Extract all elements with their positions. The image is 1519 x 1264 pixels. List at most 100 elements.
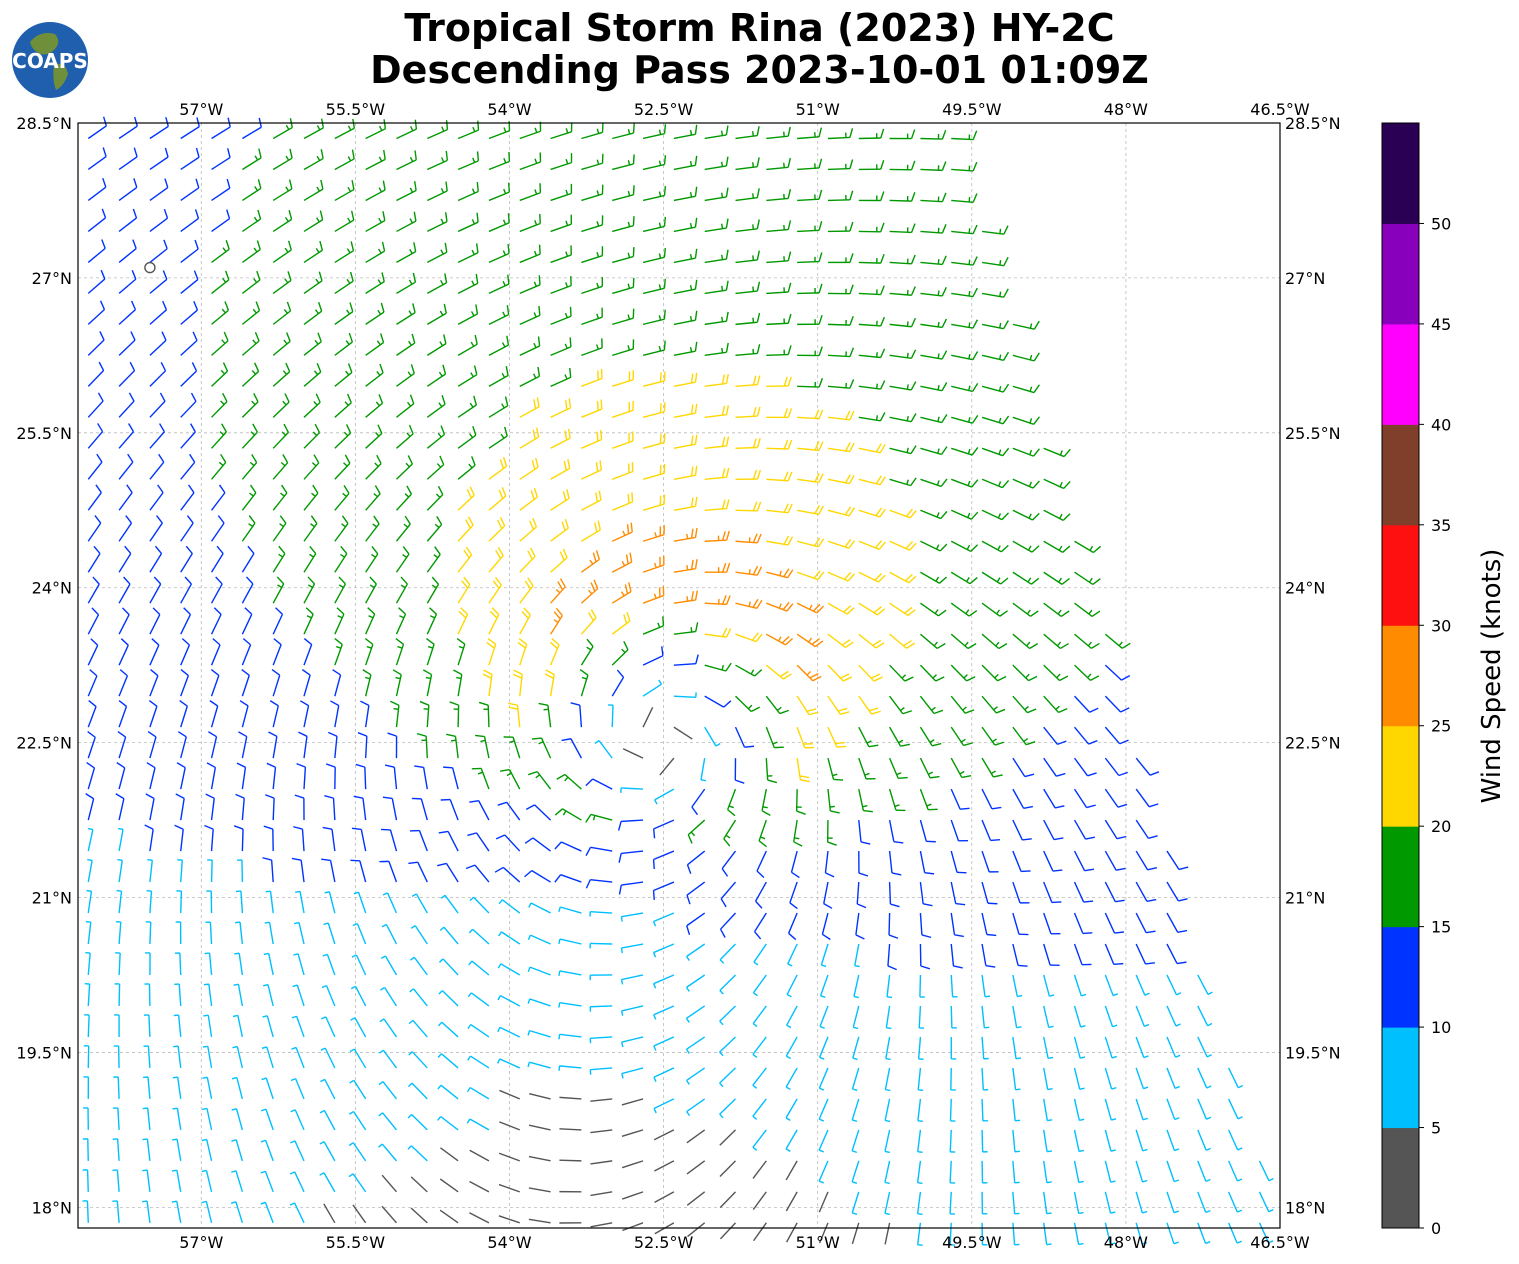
wind-barb <box>210 607 222 635</box>
wind-barb <box>241 179 262 202</box>
wind-barb <box>149 669 159 697</box>
wind-barb <box>653 1036 675 1051</box>
wind-barb <box>550 518 569 542</box>
wind-barb <box>858 820 871 845</box>
wind-barb <box>827 128 854 140</box>
wind-barb <box>118 270 137 294</box>
wind-barb <box>466 1118 490 1131</box>
wind-barb <box>395 607 407 635</box>
wind-barb <box>1227 1222 1242 1244</box>
wind-barb <box>1073 1160 1084 1184</box>
wind-barb <box>290 1109 305 1131</box>
wind-barb <box>233 825 244 852</box>
wind-barb <box>827 474 855 485</box>
wind-barb <box>1012 447 1040 457</box>
wind-barb <box>589 942 613 949</box>
wind-barb <box>981 320 1009 330</box>
lon-tick-label-bottom: 49.5°W <box>942 1233 1002 1252</box>
colorbar-bin <box>1382 1027 1419 1129</box>
wind-barb <box>272 210 293 233</box>
wind-barb <box>951 382 979 393</box>
wind-barb <box>1197 1067 1212 1089</box>
wind-barb <box>704 436 730 449</box>
wind-barb <box>149 484 164 511</box>
wind-barb <box>981 225 1009 235</box>
wind-barb <box>296 762 307 790</box>
wind-barb <box>500 768 521 790</box>
wind-barb <box>858 788 873 813</box>
wind-barb <box>303 149 324 171</box>
wind-barb <box>611 492 634 511</box>
wind-barb <box>118 331 136 356</box>
wind-barb <box>550 122 573 140</box>
wind-barb <box>272 638 282 666</box>
wind-barb <box>449 701 460 728</box>
wind-barb <box>673 654 699 666</box>
wind-barb <box>87 453 103 480</box>
wind-barb <box>1043 1222 1052 1246</box>
wind-barb <box>175 921 182 945</box>
lat-tick-label-left: 21°N <box>32 889 72 908</box>
wind-barb <box>765 758 778 784</box>
wind-barb <box>334 424 352 449</box>
wind-barb <box>446 733 459 759</box>
wind-barb <box>411 893 428 914</box>
wind-barb <box>818 1191 829 1213</box>
wind-barb <box>201 1169 213 1193</box>
wind-barb <box>888 882 900 908</box>
wind-barb <box>1012 1129 1020 1153</box>
wind-barb <box>580 550 601 573</box>
wind-barb <box>260 1108 274 1131</box>
wind-barb <box>1104 695 1130 713</box>
wind-barb <box>1012 320 1040 330</box>
wind-barb <box>355 763 367 790</box>
wind-barb <box>411 797 428 821</box>
wind-barb <box>981 571 1009 585</box>
wind-barb <box>1135 850 1158 871</box>
wind-barb <box>704 187 729 202</box>
wind-barb <box>686 1067 706 1085</box>
wind-barb <box>201 1107 213 1131</box>
wind-barb <box>765 664 792 680</box>
wind-barb <box>550 398 572 418</box>
wind-barb <box>180 576 193 604</box>
wind-barb <box>1104 1222 1116 1245</box>
wind-barb <box>884 1160 891 1185</box>
wind-barb <box>488 426 508 449</box>
wind-barb <box>334 484 350 511</box>
wind-barb <box>612 370 635 388</box>
wind-barb <box>1012 352 1040 362</box>
wind-barb <box>673 124 698 140</box>
wind-barb <box>919 788 938 811</box>
wind-barb <box>381 1205 398 1224</box>
wind-barb <box>981 351 1010 362</box>
wind-barb <box>488 577 502 604</box>
wind-barb <box>687 1222 706 1238</box>
wind-barb <box>348 1142 367 1162</box>
wind-barb <box>210 515 225 542</box>
wind-barb <box>303 638 313 666</box>
lon-tick-label-top: 55.5°W <box>326 100 386 119</box>
wind-barb <box>642 525 665 542</box>
wind-barb <box>497 801 521 821</box>
wind-barb <box>303 302 323 325</box>
wind-barb <box>620 1005 644 1016</box>
wind-barb <box>796 726 815 749</box>
wind-barb <box>272 607 284 635</box>
wind-barb <box>622 748 644 759</box>
wind-barb <box>581 153 604 171</box>
wind-barb <box>365 302 385 325</box>
wind-barb <box>365 149 386 171</box>
wind-barb <box>118 300 137 325</box>
colorbar-bin <box>1382 323 1419 425</box>
wind-barb <box>735 250 761 264</box>
wind-barb <box>949 1129 956 1153</box>
wind-barb <box>558 1001 582 1008</box>
wind-barb <box>235 921 244 945</box>
colorbar-bin <box>1382 625 1419 727</box>
wind-barb <box>1012 1191 1020 1215</box>
wind-barb <box>180 147 200 171</box>
wind-barb <box>180 178 200 202</box>
lat-tick-label-left: 24°N <box>32 579 72 598</box>
wind-barb <box>704 562 731 573</box>
